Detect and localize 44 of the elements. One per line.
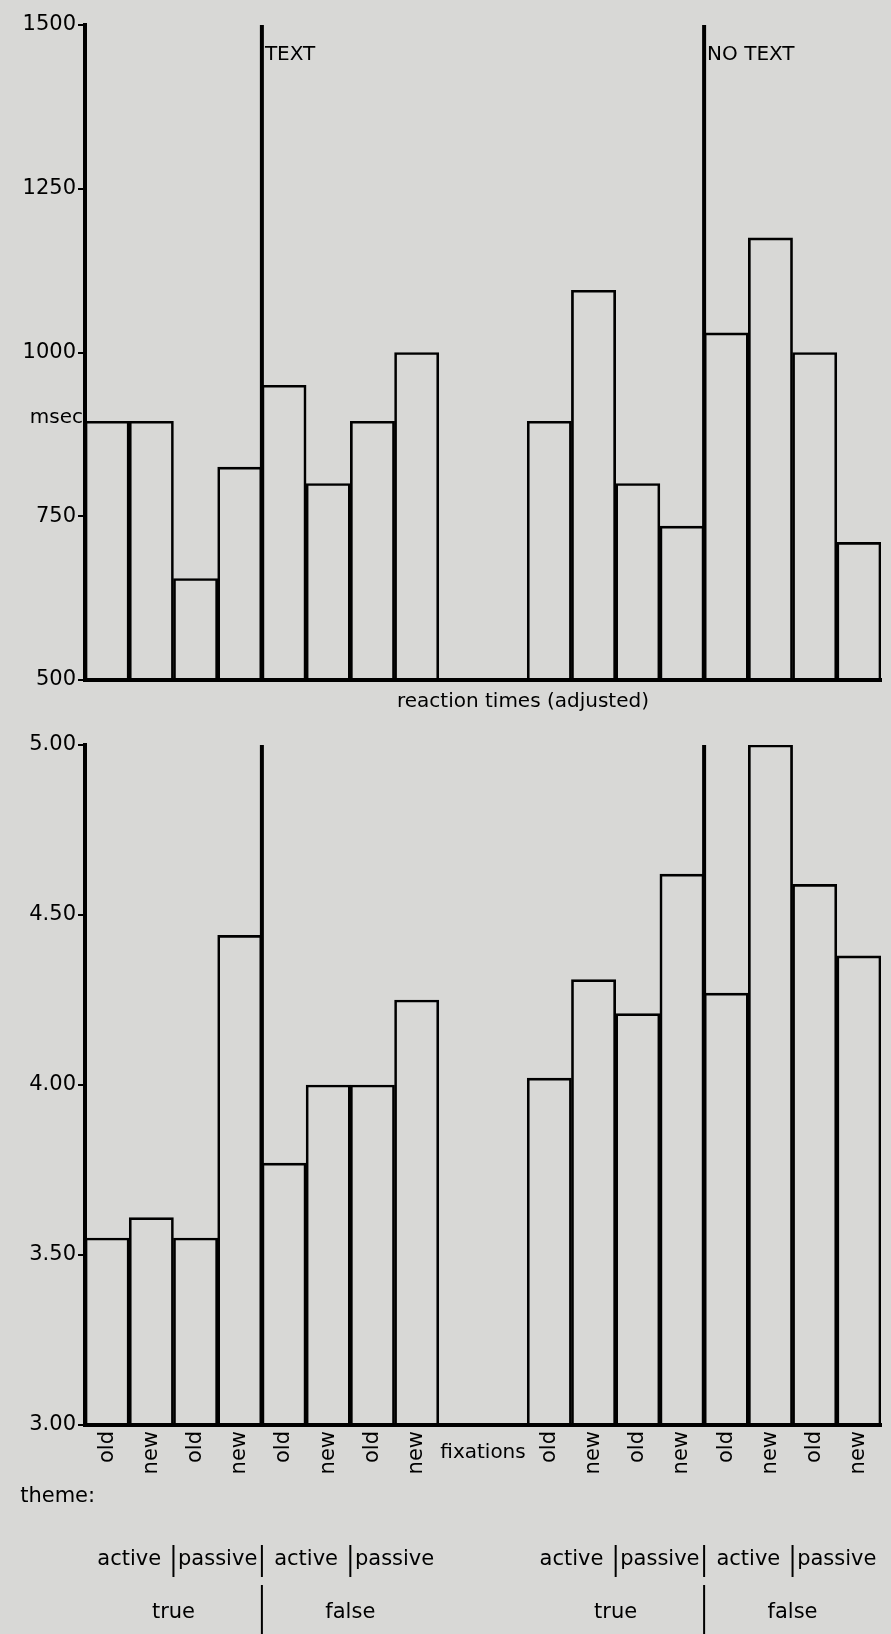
x-tick-label: old (358, 1431, 383, 1464)
text: active (539, 1546, 604, 1571)
x-tick-label: old (801, 1431, 826, 1464)
x-tick-label: new (314, 1431, 339, 1475)
y-tick-label: 750 (35, 502, 76, 527)
x-tick-label: old (93, 1431, 118, 1464)
y-tick-label: 1250 (22, 175, 76, 200)
y-tick-label: 5.00 (29, 731, 76, 756)
text: active (274, 1546, 339, 1571)
y-tick-label: 4.00 (29, 1071, 76, 1096)
x-tick-label: old (182, 1431, 207, 1464)
text: false (325, 1599, 376, 1624)
x-tick-label: new (403, 1431, 428, 1475)
text: false (767, 1599, 818, 1624)
text: passive (797, 1546, 877, 1571)
annotation: NO TEXT (707, 41, 796, 66)
annotation: TEXT (263, 41, 317, 66)
y-tick-label: 3.00 (29, 1411, 76, 1436)
text: true (594, 1599, 638, 1624)
y-tick-label: 1500 (22, 11, 76, 36)
text: true (151, 1599, 195, 1624)
text: active (97, 1546, 162, 1571)
y-tick-label: 3.50 (29, 1241, 76, 1266)
x-axis-title: reaction times (adjusted) (396, 688, 650, 713)
text: theme: (20, 1483, 96, 1508)
x-tick-label: new (668, 1431, 693, 1475)
x-tick-label: new (756, 1431, 781, 1475)
x-tick-label: new (226, 1431, 251, 1475)
text: passive (620, 1546, 700, 1571)
text: passive (178, 1546, 258, 1571)
y-tick-label: 4.50 (29, 901, 76, 926)
y-tick-label: 1000 (22, 338, 76, 363)
x-tick-label: old (712, 1431, 737, 1464)
x-tick-label: new (580, 1431, 605, 1475)
x-tick-label: new (845, 1431, 870, 1475)
y-tick-label: 500 (35, 666, 76, 691)
x-axis-title: fixations (440, 1439, 526, 1464)
text: passive (354, 1546, 435, 1571)
x-tick-label: new (137, 1431, 162, 1475)
text: active (716, 1546, 781, 1571)
x-tick-label: old (535, 1431, 560, 1464)
x-tick-label: old (624, 1431, 649, 1464)
x-tick-label: old (270, 1431, 295, 1464)
y-axis-title: msec (29, 404, 83, 429)
